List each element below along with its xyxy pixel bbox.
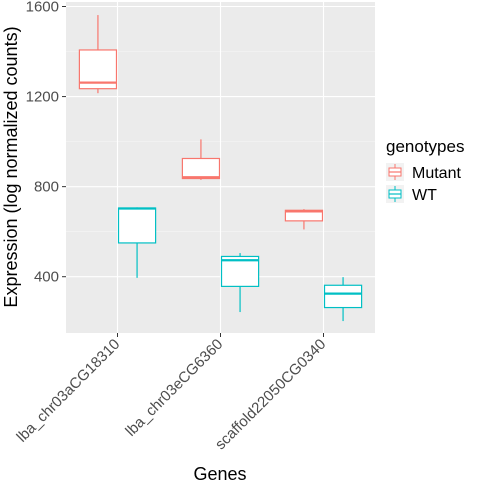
- legend-title: genotypes: [386, 137, 464, 156]
- box: [284, 209, 324, 222]
- y-tick-label: 400: [34, 269, 59, 286]
- boxplot-wt-2: [220, 253, 260, 313]
- box: [181, 157, 221, 180]
- boxplot-mutant-1: [78, 15, 118, 94]
- x-tick-label: scaffold22050CG0340: [212, 336, 329, 453]
- legend-item-mutant: Mutant: [386, 163, 461, 182]
- boxes: [78, 15, 363, 322]
- x-axis: lba_chr03aCG18310lba_chr03eCG6360scaffol…: [13, 333, 329, 453]
- box: [117, 207, 157, 244]
- legend-label: WT: [412, 187, 437, 204]
- box: [220, 255, 260, 287]
- boxplot-wt-1: [117, 207, 157, 278]
- box: [323, 284, 363, 309]
- legend-item-wt: WT: [386, 185, 437, 204]
- x-axis-title: Genes: [193, 464, 246, 484]
- legend: genotypes Mutant WT: [386, 137, 464, 204]
- grid-major: [66, 2, 375, 333]
- boxplot-wt-3: [323, 277, 363, 322]
- x-tick-label: lba_chr03eCG6360: [122, 336, 226, 440]
- y-tick-label: 800: [34, 179, 59, 196]
- legend-label: Mutant: [412, 165, 461, 182]
- y-tick-label: 1200: [26, 89, 59, 106]
- y-axis: 400 800 1200 1600: [26, 0, 66, 286]
- y-axis-title: Expression (log normalized counts): [1, 26, 21, 307]
- boxplot-mutant-3: [284, 209, 324, 230]
- y-tick-label: 1600: [26, 0, 59, 16]
- x-tick-label: lba_chr03aCG18310: [13, 336, 123, 446]
- boxplot-mutant-2: [181, 139, 221, 180]
